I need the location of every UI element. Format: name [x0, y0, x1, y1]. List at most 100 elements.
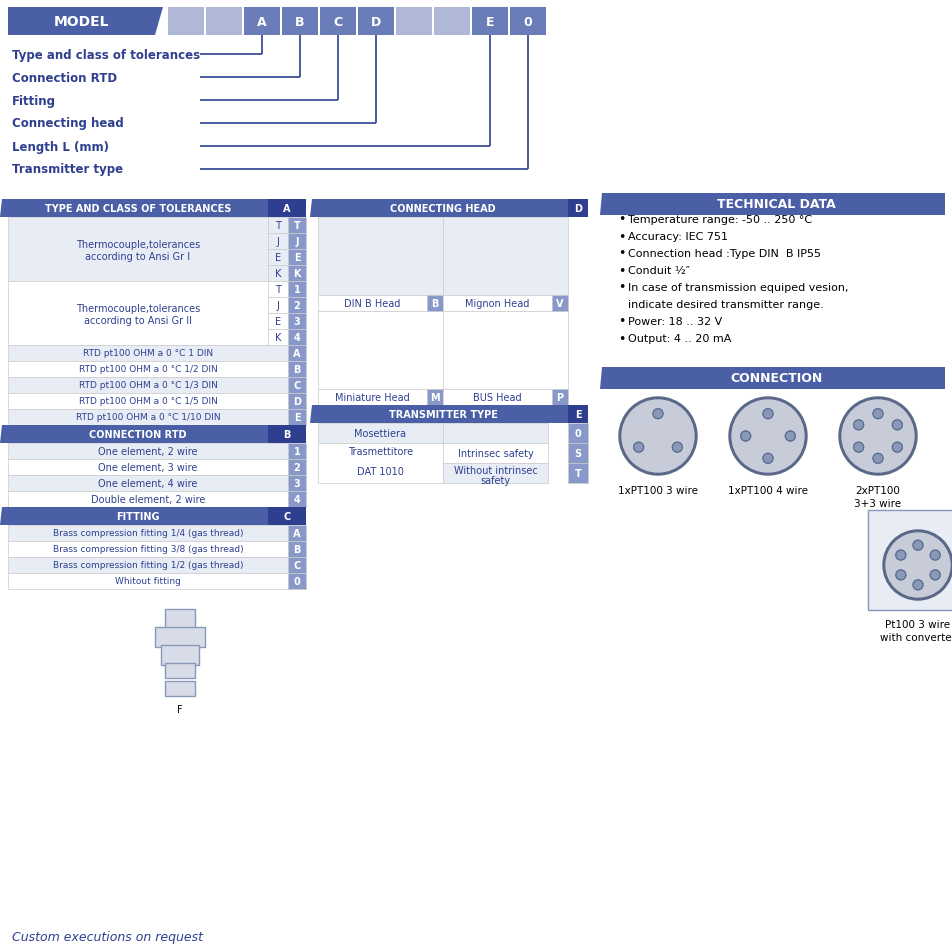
Circle shape	[872, 454, 883, 464]
Text: 3: 3	[293, 479, 300, 488]
FancyBboxPatch shape	[288, 460, 306, 475]
Text: 1: 1	[293, 285, 300, 295]
FancyBboxPatch shape	[268, 298, 288, 313]
Text: C: C	[293, 561, 300, 570]
FancyBboxPatch shape	[206, 8, 242, 36]
Text: In case of transmission equiped vesion,: In case of transmission equiped vesion,	[627, 283, 847, 292]
FancyBboxPatch shape	[426, 389, 443, 406]
Text: 3: 3	[293, 317, 300, 327]
FancyBboxPatch shape	[288, 329, 306, 346]
FancyBboxPatch shape	[607, 194, 944, 216]
FancyBboxPatch shape	[320, 8, 356, 36]
Circle shape	[885, 533, 949, 597]
FancyBboxPatch shape	[443, 311, 567, 389]
Text: D: D	[573, 204, 582, 214]
Circle shape	[838, 398, 916, 475]
Polygon shape	[8, 8, 163, 36]
Text: RTD pt100 OHM a 0 °C 1/5 DIN: RTD pt100 OHM a 0 °C 1/5 DIN	[78, 397, 217, 407]
FancyBboxPatch shape	[471, 8, 507, 36]
Circle shape	[872, 409, 883, 419]
Text: •: •	[617, 248, 625, 260]
Text: One element, 3 wire: One element, 3 wire	[98, 463, 197, 472]
FancyBboxPatch shape	[268, 249, 288, 266]
Text: B: B	[283, 429, 290, 440]
Text: Power: 18 .. 32 V: Power: 18 .. 32 V	[627, 317, 722, 327]
Circle shape	[763, 454, 772, 464]
Polygon shape	[309, 200, 318, 218]
FancyBboxPatch shape	[551, 296, 567, 311]
Text: One element, 2 wire: One element, 2 wire	[98, 446, 198, 457]
Text: Miniature Head: Miniature Head	[335, 392, 409, 403]
FancyBboxPatch shape	[443, 218, 567, 296]
Text: 3+3 wire: 3+3 wire	[854, 499, 901, 508]
Text: Temperature range: -50 .. 250 °C: Temperature range: -50 .. 250 °C	[627, 215, 811, 225]
Text: E: E	[274, 252, 281, 263]
FancyBboxPatch shape	[268, 200, 306, 218]
FancyBboxPatch shape	[443, 296, 551, 311]
FancyBboxPatch shape	[318, 444, 443, 484]
Text: according to Ansi Gr II: according to Ansi Gr II	[84, 316, 191, 326]
Circle shape	[784, 431, 795, 442]
FancyBboxPatch shape	[288, 313, 306, 329]
FancyBboxPatch shape	[282, 8, 318, 36]
Text: C: C	[283, 511, 290, 522]
FancyBboxPatch shape	[509, 8, 545, 36]
FancyBboxPatch shape	[318, 406, 567, 424]
Text: K: K	[293, 268, 301, 279]
Text: B: B	[293, 365, 301, 374]
FancyBboxPatch shape	[268, 282, 288, 298]
Text: Mignon Head: Mignon Head	[465, 299, 529, 308]
FancyBboxPatch shape	[288, 234, 306, 249]
Text: 0: 0	[293, 576, 300, 586]
Text: E: E	[574, 409, 581, 420]
Text: Mosettiera: Mosettiera	[354, 428, 407, 439]
Text: 1xPT100 4 wire: 1xPT100 4 wire	[727, 486, 807, 495]
FancyBboxPatch shape	[867, 510, 952, 610]
Text: TECHNICAL DATA: TECHNICAL DATA	[716, 198, 835, 211]
Circle shape	[652, 409, 663, 419]
FancyBboxPatch shape	[244, 8, 280, 36]
Text: E: E	[486, 15, 494, 29]
Text: One element, 4 wire: One element, 4 wire	[98, 479, 197, 488]
Text: A: A	[293, 348, 301, 359]
FancyBboxPatch shape	[318, 311, 443, 389]
Text: 4: 4	[293, 494, 300, 505]
FancyBboxPatch shape	[165, 664, 195, 678]
FancyBboxPatch shape	[268, 426, 306, 444]
Polygon shape	[0, 507, 8, 526]
Text: 2: 2	[293, 301, 300, 310]
Polygon shape	[309, 406, 318, 424]
Text: TYPE AND CLASS OF TOLERANCES: TYPE AND CLASS OF TOLERANCES	[45, 204, 231, 214]
FancyBboxPatch shape	[443, 444, 547, 464]
FancyBboxPatch shape	[8, 475, 288, 491]
FancyBboxPatch shape	[288, 282, 306, 298]
Text: D: D	[370, 15, 381, 29]
Circle shape	[740, 431, 750, 442]
Text: with converter: with converter	[879, 632, 952, 643]
FancyBboxPatch shape	[155, 627, 205, 647]
Circle shape	[622, 401, 693, 472]
FancyBboxPatch shape	[288, 249, 306, 266]
FancyBboxPatch shape	[8, 573, 288, 589]
FancyBboxPatch shape	[8, 526, 288, 542]
Text: Brass compression fitting 1/4 (gas thread): Brass compression fitting 1/4 (gas threa…	[52, 529, 243, 538]
Text: 2xPT100: 2xPT100	[855, 486, 900, 495]
Text: DAT 1010: DAT 1010	[357, 466, 404, 477]
Text: Trasmettitore: Trasmettitore	[347, 446, 412, 457]
Text: TRANSMITTER TYPE: TRANSMITTER TYPE	[388, 409, 497, 420]
Text: Double element, 2 wire: Double element, 2 wire	[90, 494, 205, 505]
Text: A: A	[293, 528, 301, 539]
FancyBboxPatch shape	[288, 298, 306, 313]
FancyBboxPatch shape	[318, 296, 426, 311]
Circle shape	[895, 570, 904, 581]
Text: T: T	[275, 285, 281, 295]
FancyBboxPatch shape	[268, 266, 288, 282]
Circle shape	[842, 401, 913, 472]
FancyBboxPatch shape	[443, 464, 547, 484]
FancyBboxPatch shape	[165, 609, 195, 629]
Text: FITTING: FITTING	[116, 511, 160, 522]
Text: CONNECTING HEAD: CONNECTING HEAD	[389, 204, 495, 214]
Text: CONNECTION RTD: CONNECTION RTD	[89, 429, 187, 440]
FancyBboxPatch shape	[288, 542, 306, 558]
Circle shape	[853, 421, 863, 430]
